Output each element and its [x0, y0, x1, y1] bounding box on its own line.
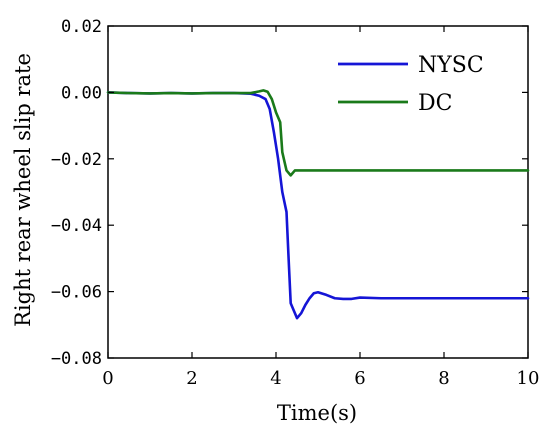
x-tick-label: 2 [186, 368, 197, 389]
y-axis-title: Right rear wheel slip rate [11, 53, 35, 327]
legend-label: DC [418, 91, 452, 116]
series-line-nysc [106, 91, 530, 320]
x-tick-label: 0 [102, 368, 113, 389]
y-tick-label: −0.06 [51, 283, 102, 303]
x-axis-title: Time(s) [277, 401, 357, 425]
y-tick-label: −0.08 [51, 349, 102, 369]
x-tick-label: 4 [270, 368, 281, 389]
series-line-dc [106, 89, 530, 177]
legend-entry-dc: DC [338, 91, 452, 116]
legend-entry-nysc: NYSC [338, 53, 484, 78]
y-tick-label: −0.02 [51, 150, 102, 170]
legend-label: NYSC [418, 53, 484, 78]
x-tick-label: 6 [354, 368, 365, 389]
y-tick-label: 0.02 [61, 17, 102, 37]
x-tick-label: 10 [517, 368, 540, 389]
y-tick-label: 0.00 [61, 83, 102, 103]
x-tick-label: 8 [438, 368, 449, 389]
y-tick-label: −0.04 [51, 216, 102, 236]
plot-frame [107, 25, 529, 359]
legend: NYSC DC [338, 53, 484, 116]
